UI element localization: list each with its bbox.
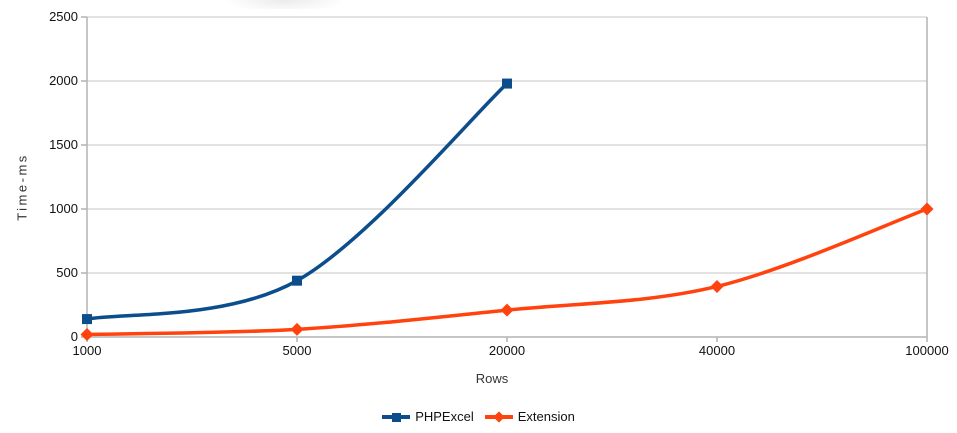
- chart-legend: PHPExcel Extension: [0, 406, 957, 428]
- data-point-square-phpexcel: [502, 78, 512, 89]
- series-line-phpexcel: [85, 81, 509, 321]
- data-point-diamond-extension: [920, 202, 934, 216]
- y-tick-label-0: 0: [70, 329, 78, 344]
- data-point-diamond-extension: [500, 303, 514, 317]
- x-tick-label-5000: 5000: [282, 343, 312, 358]
- y-tick-label-1500: 1500: [49, 137, 78, 152]
- data-point-square-phpexcel: [82, 314, 92, 325]
- legend-diamond-marker-icon: [484, 410, 513, 424]
- legend-item-extension: Extension: [484, 409, 575, 425]
- data-point-diamond-extension: [290, 322, 304, 336]
- x-tick-label-1000: 1000: [72, 343, 102, 358]
- data-point-diamond-extension: [80, 327, 94, 341]
- x-tick-label-20000: 20000: [488, 343, 526, 358]
- legend-item-phpexcel: PHPExcel: [382, 409, 474, 425]
- x-tick-label-40000: 40000: [698, 343, 736, 358]
- legend-square-marker-icon: [382, 410, 411, 424]
- y-tick-label-2500: 2500: [49, 9, 78, 24]
- legend-diamond-icon: [493, 411, 505, 423]
- y-tick-label-2000: 2000: [49, 73, 78, 88]
- x-axis-title: Rows: [475, 371, 509, 386]
- data-point-diamond-extension: [710, 279, 724, 293]
- y-tick-label-500: 500: [56, 265, 78, 280]
- x-tick-label-100000: 100000: [905, 343, 949, 358]
- data-point-square-phpexcel: [292, 275, 302, 286]
- legend-square-icon: [391, 412, 401, 422]
- legend-label-phpexcel: PHPExcel: [415, 409, 474, 424]
- legend-label-extension: Extension: [517, 409, 575, 424]
- y-tick-label-1000: 1000: [49, 201, 78, 216]
- y-axis-title: Time-ms: [14, 153, 30, 221]
